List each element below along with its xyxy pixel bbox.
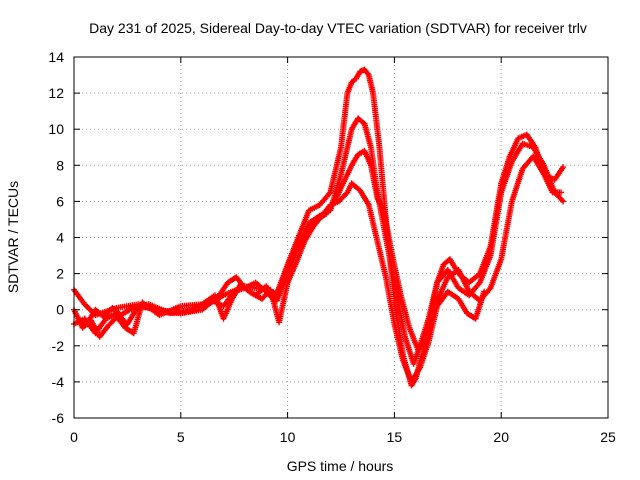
y-tick-label: 0 (56, 302, 64, 318)
x-axis-title: GPS time / hours (287, 458, 394, 474)
y-tick-label: 10 (48, 121, 64, 137)
y-tick-labels: -6 -4 -2 0 2 4 6 8 10 12 14 (48, 49, 64, 426)
x-tick-label: 0 (70, 429, 78, 445)
y-tick-label: -6 (52, 410, 65, 426)
y-tick-label: 14 (48, 49, 64, 65)
x-tick-labels: 0 5 10 15 20 25 (70, 429, 616, 445)
y-tick-label: -4 (52, 374, 65, 390)
x-tick-label: 10 (280, 429, 296, 445)
y-axis-title: SDTVAR / TECUs (5, 181, 21, 293)
chart-title: Day 231 of 2025, Sidereal Day-to-day VTE… (89, 20, 587, 36)
y-tick-label: 12 (48, 85, 64, 101)
x-tick-label: 15 (387, 429, 403, 445)
y-tick-label: -2 (52, 338, 65, 354)
y-tick-label: 6 (56, 193, 64, 209)
x-tick-label: 25 (600, 429, 616, 445)
x-tick-label: 5 (177, 429, 185, 445)
x-tick-label: 20 (493, 429, 509, 445)
y-tick-label: 4 (56, 230, 64, 246)
axis-ticks (73, 56, 609, 419)
y-tick-label: 8 (56, 157, 64, 173)
y-tick-label: 2 (56, 266, 64, 282)
